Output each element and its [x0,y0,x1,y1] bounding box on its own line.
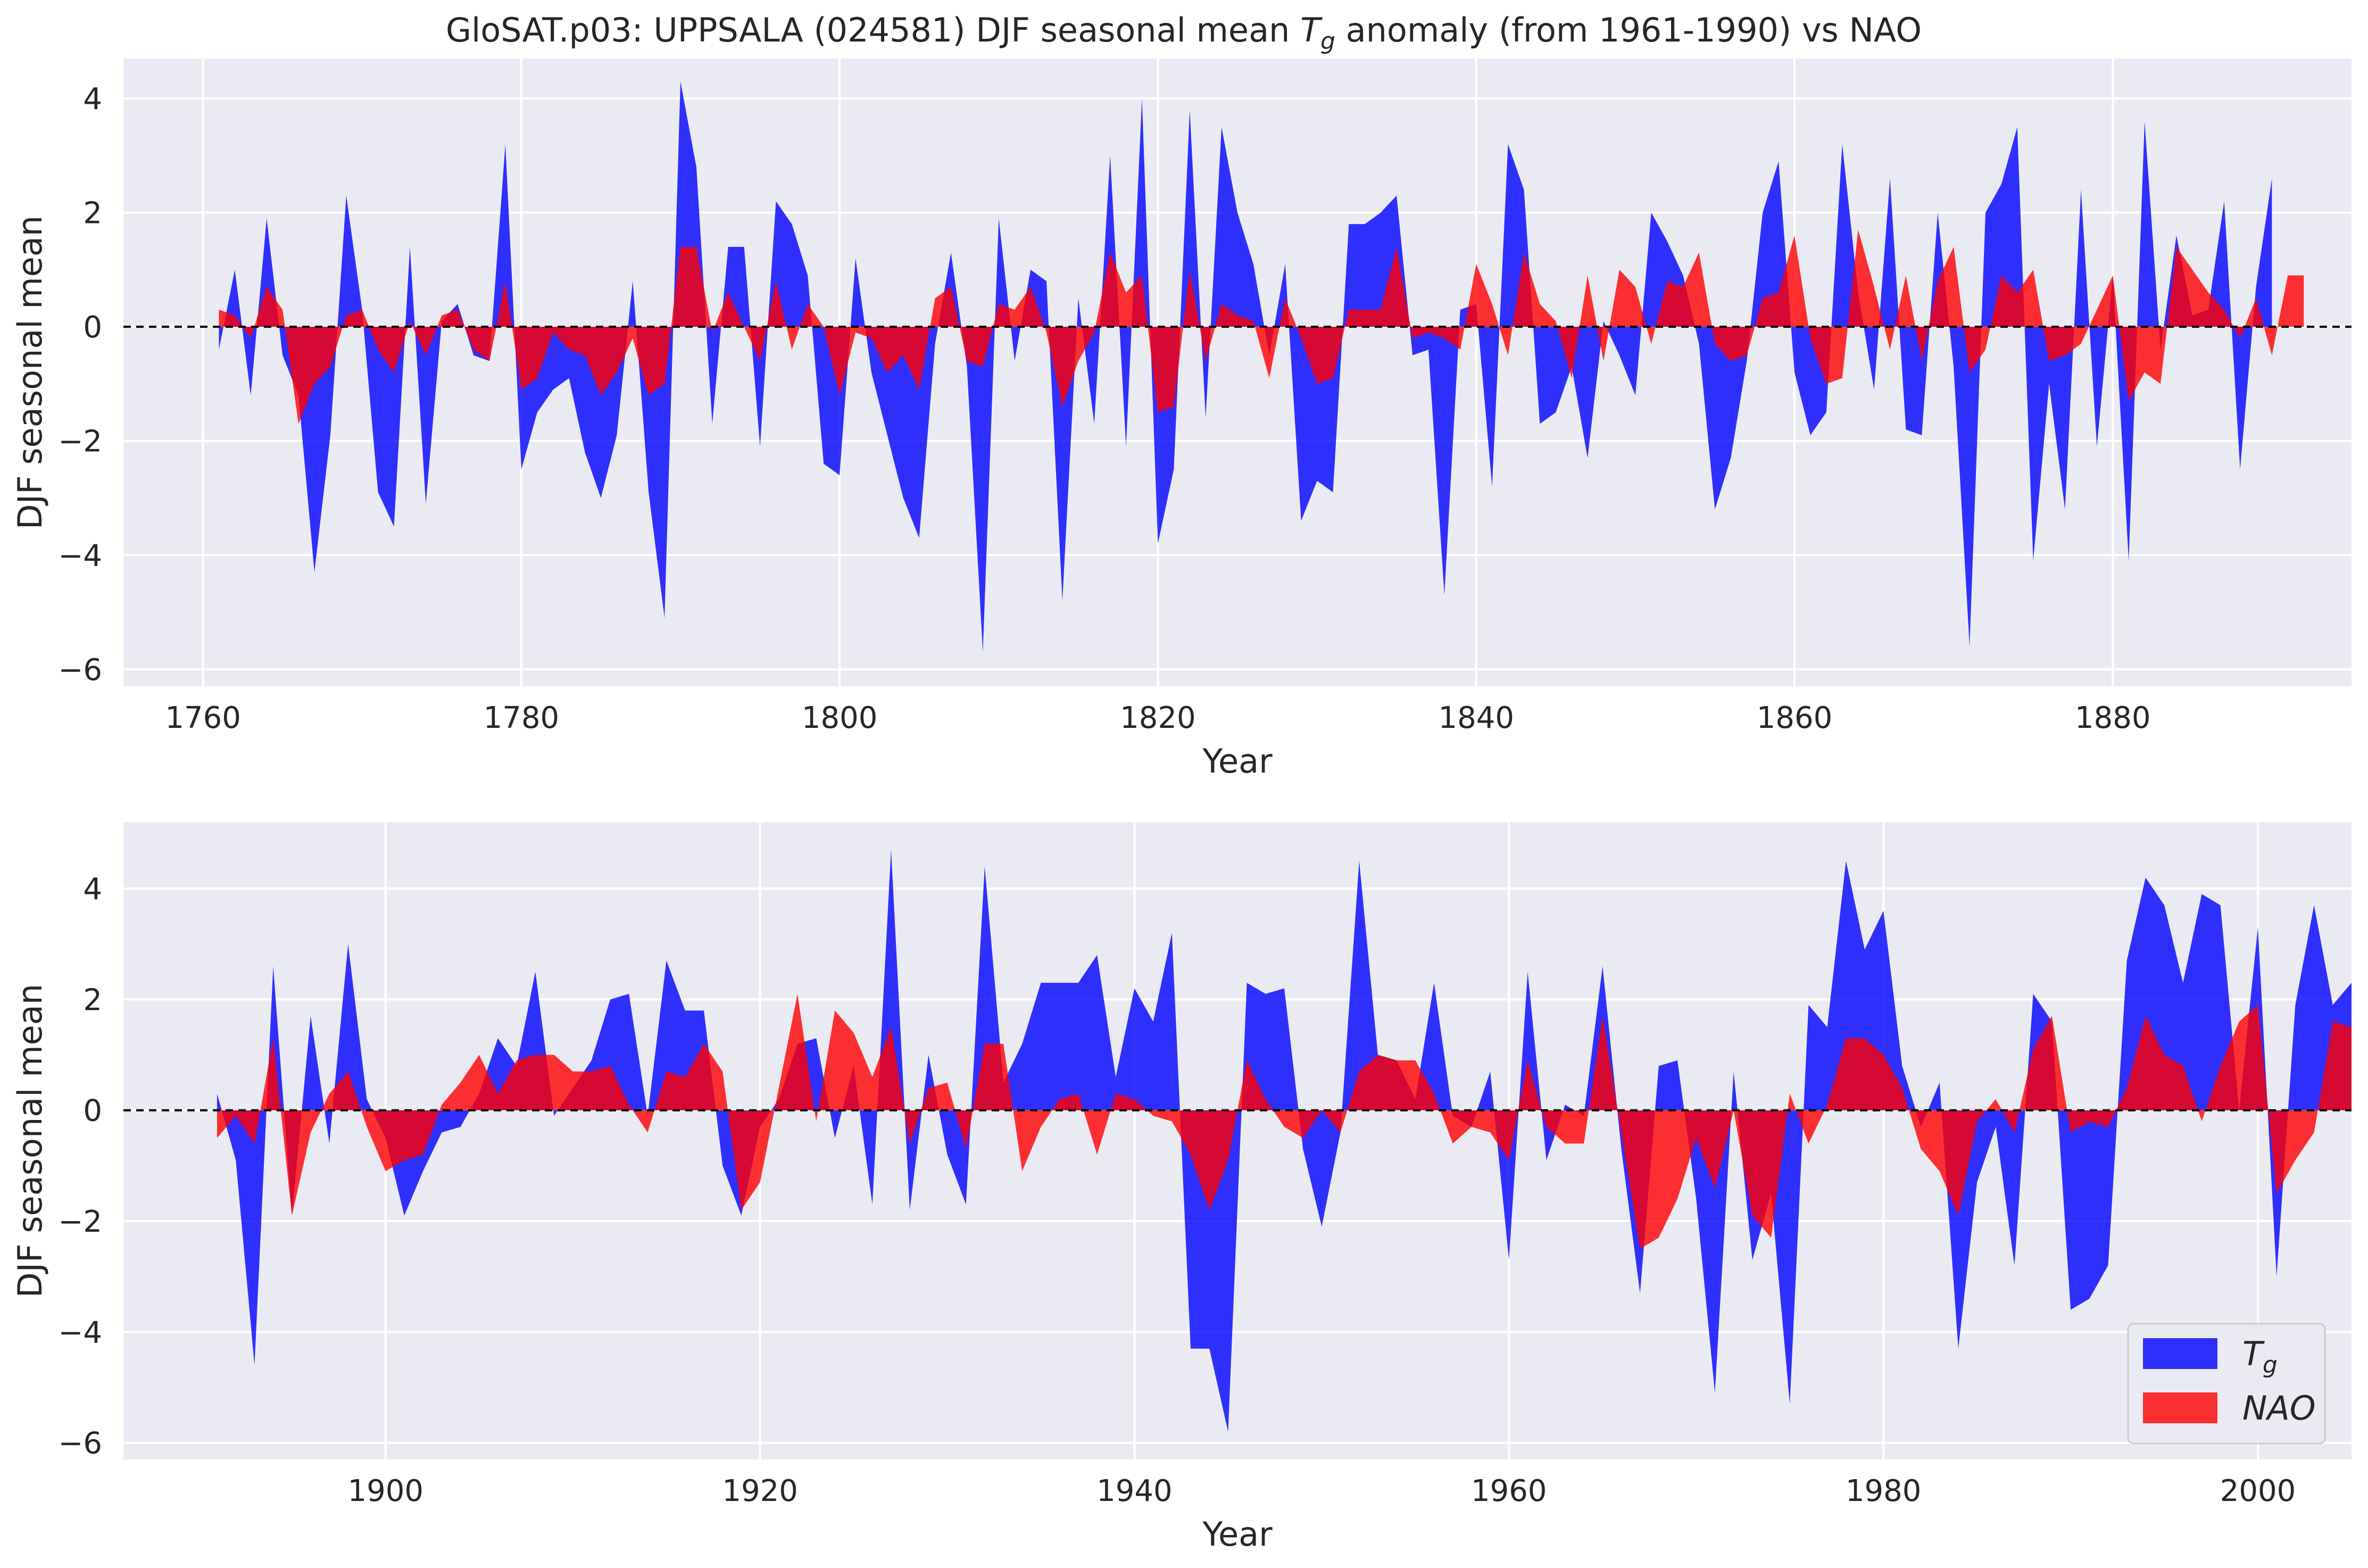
x-tick-label: 1980 [1846,1474,1922,1508]
x-tick-label: 1920 [722,1474,798,1508]
legend-label-nao: NAO [2242,1389,2316,1428]
x-tick-label: 1840 [1438,701,1514,735]
x-tick-label: 1760 [165,701,241,735]
y-tick-label: −2 [58,1205,102,1239]
x-tick-label: 1800 [802,701,878,735]
x-tick-label: 1900 [347,1474,423,1508]
legend-tg-var: T [2242,1334,2265,1373]
title-suffix: anomaly (from 1961-1990) vs NAO [1335,11,1922,49]
plot-area [123,59,2352,686]
legend-tg-sub: g [2263,1351,2278,1379]
y-tick-label: −6 [58,653,102,687]
panel-top: 1760 1780 1800 1820 1840 1860 1880 −6 −4 −2 0 2 4 Yea… [11,59,2352,781]
series-area-nao [219,229,2304,424]
y-tick-label: 4 [83,872,102,907]
y-tick-label: 0 [83,310,102,345]
y-axis-label: DJF seasonal mean [11,984,49,1298]
x-tick-label: 1880 [2075,701,2151,735]
x-tick-label: 2000 [2220,1474,2296,1508]
x-tick-label: 1940 [1096,1474,1173,1508]
title-subscript: g [1320,28,1335,55]
legend-swatch-nao [2143,1392,2217,1423]
legend-swatch-tg [2143,1338,2217,1369]
legend-label-tg: Tg [2242,1334,2278,1379]
panel-bottom: 1900 1920 1940 1960 1980 2000 −6 −4 −2 0 2 4 Year DJF… [11,822,2352,1554]
y-tick-label: 0 [83,1094,102,1129]
x-axis-label: Year [1202,1515,1273,1554]
chart-title: GloSAT.p03: UPPSALA (024581) DJF seasona… [446,11,1922,55]
title-variable: T [1300,11,1323,49]
legend: Tg NAO [2127,1323,2326,1445]
y-tick-label: 4 [83,82,102,117]
x-tick-label: 1860 [1757,701,1833,735]
y-tick-label: 2 [83,196,102,231]
y-tick-label: −6 [58,1426,102,1461]
y-tick-label: −4 [58,538,102,573]
y-tick-label: −2 [58,425,102,459]
y-tick-label: −4 [58,1315,102,1350]
x-tick-label: 1780 [484,701,560,735]
x-tick-label: 1960 [1471,1474,1547,1508]
y-axis-label: DJF seasonal mean [11,215,49,529]
x-tick-label: 1820 [1120,701,1196,735]
title-prefix: GloSAT.p03: UPPSALA (024581) DJF seasona… [446,11,1300,49]
y-tick-label: 2 [83,983,102,1017]
series-area-nao [217,993,2352,1249]
x-axis-label: Year [1202,742,1273,781]
